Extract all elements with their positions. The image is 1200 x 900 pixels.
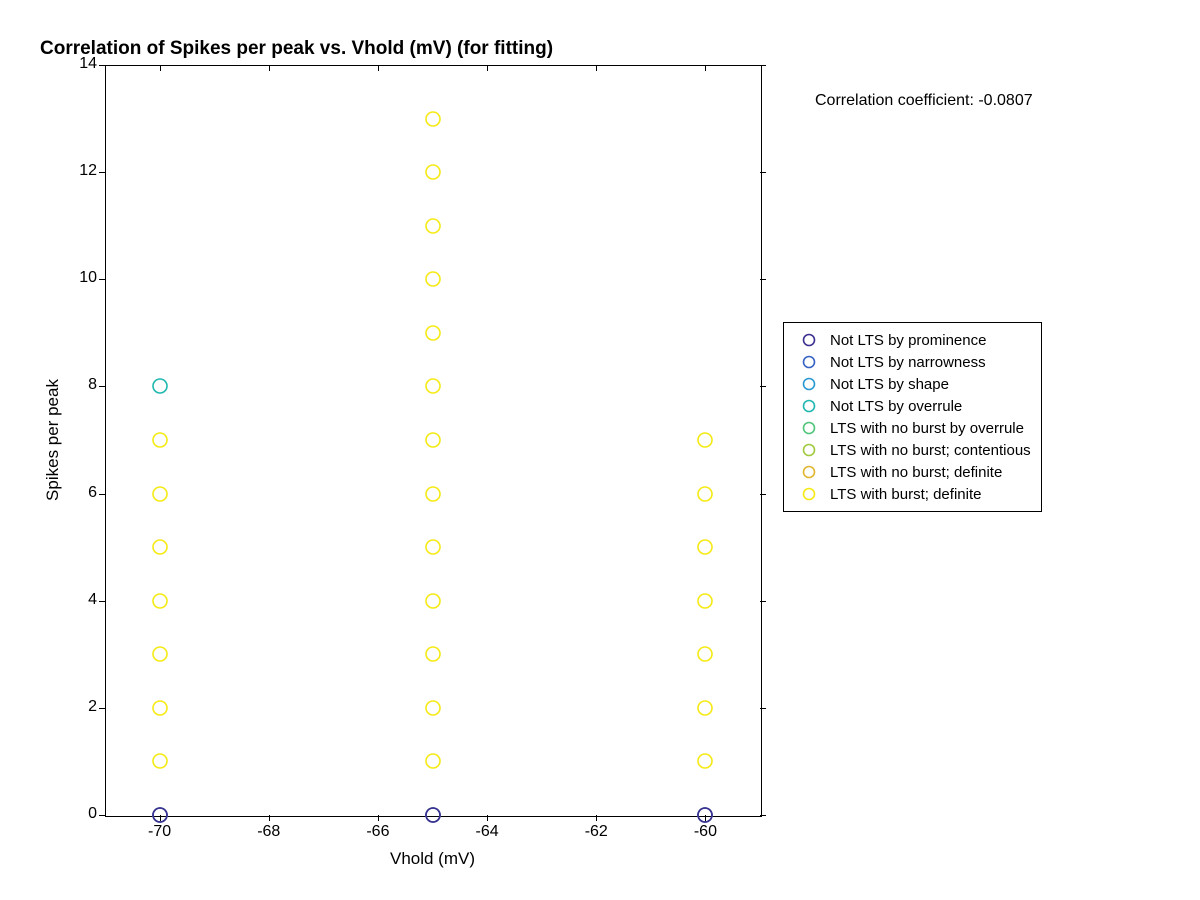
x-tick-mark-top [487, 65, 488, 71]
y-tick-mark [99, 386, 105, 387]
x-axis-label: Vhold (mV) [373, 849, 493, 869]
legend-marker-icon [794, 464, 824, 480]
data-point [425, 700, 441, 721]
data-point [697, 593, 713, 614]
legend-item: Not LTS by narrowness [794, 351, 1031, 373]
legend-label: Not LTS by shape [824, 376, 949, 393]
data-point [152, 593, 168, 614]
legend-marker-icon [794, 442, 824, 458]
y-tick-mark [99, 494, 105, 495]
data-point [425, 593, 441, 614]
data-point [152, 432, 168, 453]
data-point [152, 486, 168, 507]
data-point [425, 271, 441, 292]
data-point [697, 539, 713, 560]
x-tick-label: -66 [358, 823, 398, 841]
y-tick-mark-right [760, 279, 766, 280]
legend-item: LTS with no burst; definite [794, 461, 1031, 483]
legend-label: Not LTS by overrule [824, 398, 962, 415]
y-tick-mark-right [760, 172, 766, 173]
data-point [152, 646, 168, 667]
chart-title: Correlation of Spikes per peak vs. Vhold… [40, 38, 553, 60]
data-point [697, 700, 713, 721]
data-point [425, 753, 441, 774]
y-tick-label: 0 [88, 805, 97, 823]
x-tick-mark [487, 815, 488, 821]
legend-item: LTS with no burst by overrule [794, 417, 1031, 439]
x-tick-label: -64 [467, 823, 507, 841]
data-point [425, 486, 441, 507]
y-tick-label: 8 [88, 376, 97, 394]
correlation-annotation: Correlation coefficient: -0.0807 [815, 92, 1033, 110]
data-point [425, 807, 441, 828]
data-point [697, 486, 713, 507]
data-point [152, 539, 168, 560]
y-axis-label: Spikes per peak [43, 370, 63, 510]
x-tick-mark-top [705, 65, 706, 71]
y-tick-mark-right [760, 386, 766, 387]
y-tick-mark-right [760, 708, 766, 709]
y-tick-mark-right [760, 601, 766, 602]
data-point [697, 432, 713, 453]
data-point [425, 432, 441, 453]
y-tick-label: 10 [79, 269, 97, 287]
y-tick-label: 14 [79, 55, 97, 73]
x-tick-mark-top [160, 65, 161, 71]
x-tick-mark-top [596, 65, 597, 71]
data-point [425, 218, 441, 239]
y-tick-label: 4 [88, 591, 97, 609]
data-point [425, 325, 441, 346]
x-tick-label: -62 [576, 823, 616, 841]
legend: Not LTS by prominence Not LTS by narrowne… [783, 322, 1042, 512]
data-point [152, 807, 168, 828]
legend-item: LTS with no burst; contentious [794, 439, 1031, 461]
y-tick-mark [99, 815, 105, 816]
chart-container: Correlation of Spikes per peak vs. Vhold… [0, 0, 1200, 900]
y-tick-label: 2 [88, 698, 97, 716]
legend-item: Not LTS by prominence [794, 329, 1031, 351]
data-point [697, 646, 713, 667]
x-tick-mark-top [378, 65, 379, 71]
data-point [152, 753, 168, 774]
data-point [697, 753, 713, 774]
y-tick-mark [99, 172, 105, 173]
x-tick-mark [378, 815, 379, 821]
data-point [152, 378, 168, 399]
legend-label: LTS with no burst by overrule [824, 420, 1024, 437]
legend-marker-icon [794, 420, 824, 436]
legend-label: LTS with no burst; contentious [824, 442, 1031, 459]
data-point [697, 807, 713, 828]
legend-label: LTS with burst; definite [824, 486, 981, 503]
legend-marker-icon [794, 332, 824, 348]
data-point [425, 164, 441, 185]
x-tick-mark [596, 815, 597, 821]
legend-item: Not LTS by overrule [794, 395, 1031, 417]
data-point [425, 539, 441, 560]
y-tick-label: 12 [79, 162, 97, 180]
legend-marker-icon [794, 486, 824, 502]
x-tick-mark [269, 815, 270, 821]
y-tick-mark [99, 279, 105, 280]
x-tick-label: -68 [249, 823, 289, 841]
data-point [425, 111, 441, 132]
y-tick-mark [99, 601, 105, 602]
legend-marker-icon [794, 376, 824, 392]
data-point [425, 378, 441, 399]
y-tick-mark [99, 65, 105, 66]
y-tick-label: 6 [88, 484, 97, 502]
legend-label: LTS with no burst; definite [824, 464, 1002, 481]
legend-label: Not LTS by narrowness [824, 354, 986, 371]
x-tick-mark-top [269, 65, 270, 71]
legend-label: Not LTS by prominence [824, 332, 986, 349]
legend-marker-icon [794, 398, 824, 414]
y-tick-mark-right [760, 494, 766, 495]
y-tick-mark [99, 708, 105, 709]
legend-item: Not LTS by shape [794, 373, 1031, 395]
data-point [152, 700, 168, 721]
y-tick-mark-right [760, 815, 766, 816]
data-point [425, 646, 441, 667]
y-tick-mark-right [760, 65, 766, 66]
legend-marker-icon [794, 354, 824, 370]
legend-item: LTS with burst; definite [794, 483, 1031, 505]
